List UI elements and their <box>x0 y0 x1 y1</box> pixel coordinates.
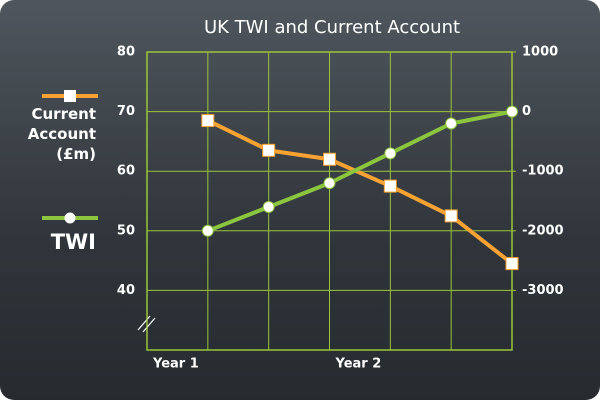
y-tick-label: 70 <box>117 104 135 119</box>
y2-tick-label: -2000 <box>522 223 564 238</box>
legend-label: TWI <box>50 230 96 254</box>
marker <box>445 117 458 130</box>
axis-break <box>137 315 151 331</box>
marker <box>383 179 397 193</box>
marker <box>201 114 215 128</box>
y-tick-label: 50 <box>117 223 135 238</box>
legend-marker <box>64 212 76 224</box>
series-line <box>206 118 514 266</box>
y-tick-label: 40 <box>117 283 135 298</box>
legend-marker <box>64 90 76 102</box>
y-tick-label: 80 <box>117 45 135 60</box>
x-tick-label: Year 1 <box>152 357 199 372</box>
x-tick-label: Year 2 <box>335 357 382 372</box>
marker <box>506 105 518 118</box>
y2-tick-label: 1000 <box>522 45 558 60</box>
axis-break <box>142 317 156 333</box>
marker <box>384 147 397 160</box>
marker <box>262 200 275 213</box>
marker <box>201 224 214 237</box>
legend-label: Current Account (£m) <box>27 105 96 163</box>
marker <box>323 152 336 166</box>
y2-tick-label: -1000 <box>522 164 564 179</box>
chart-title: UK TWI and Current Account <box>204 17 460 38</box>
y2-tick-label: -3000 <box>522 283 564 298</box>
marker <box>262 143 276 157</box>
y-tick-label: 60 <box>117 164 135 179</box>
y2-tick-label: 0 <box>522 104 531 119</box>
marker <box>505 257 519 271</box>
series-line <box>207 109 513 233</box>
marker <box>323 177 336 190</box>
marker <box>444 209 458 223</box>
